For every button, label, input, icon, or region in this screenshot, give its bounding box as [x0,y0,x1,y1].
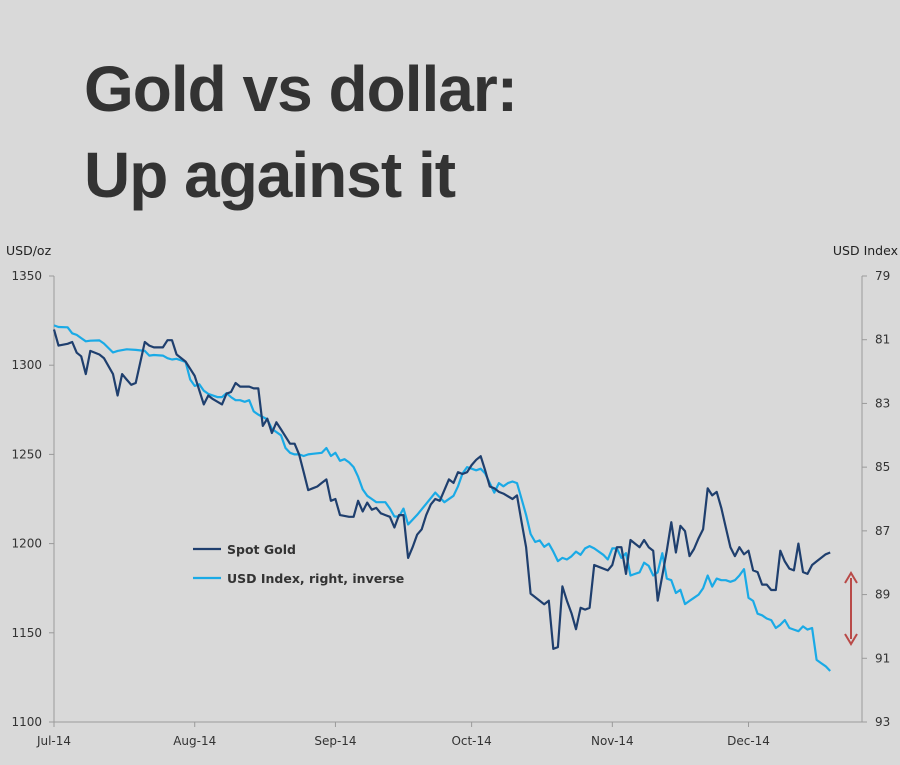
arrow-head-down [844,633,858,646]
chart-title-line-2: Up against it [84,139,456,211]
right-tick-label: 87 [875,524,890,538]
left-axis-title: USD/oz [6,243,52,258]
series-line-usd-index [53,324,831,672]
right-axis-title: USD Index [833,243,898,258]
axes: 1100 1150 1200 1250 1300 1350 79 81 83 85 87 89 91 93… [11,269,890,748]
arrow-head-up [844,571,858,584]
left-tick-label: 1150 [11,626,42,640]
left-tick-label: 1350 [11,269,42,283]
x-tick-label: Jul-14 [36,734,71,748]
right-tick-label: 79 [875,269,890,283]
x-tick-label: Aug-14 [173,734,216,748]
left-tick-label: 1200 [11,537,42,551]
legend-label-usd-index: USD Index, right, inverse [227,571,404,586]
x-tick-label: Nov-14 [591,734,634,748]
chart-title: Gold vs dollar: Up against it [84,46,518,218]
double-arrow-icon [844,571,858,646]
right-tick-label: 81 [875,333,890,347]
chart-title-line-1: Gold vs dollar: [84,53,518,125]
right-tick-label: 85 [875,460,890,474]
right-tick-label: 93 [875,715,890,729]
right-tick-label: 83 [875,396,890,410]
x-tick-label: Oct-14 [451,734,491,748]
legend-label-spot-gold: Spot Gold [227,542,296,557]
right-tick-label: 91 [875,651,890,665]
right-tick-label: 89 [875,588,890,602]
x-tick-label: Dec-14 [727,734,770,748]
series-line-spot-gold [52,329,831,650]
left-tick-label: 1300 [11,358,42,372]
left-tick-label: 1100 [11,715,42,729]
legend: Spot Gold USD Index, right, inverse [193,542,404,586]
x-tick-label: Sep-14 [314,734,356,748]
left-tick-label: 1250 [11,447,42,461]
series-layer [52,324,831,672]
